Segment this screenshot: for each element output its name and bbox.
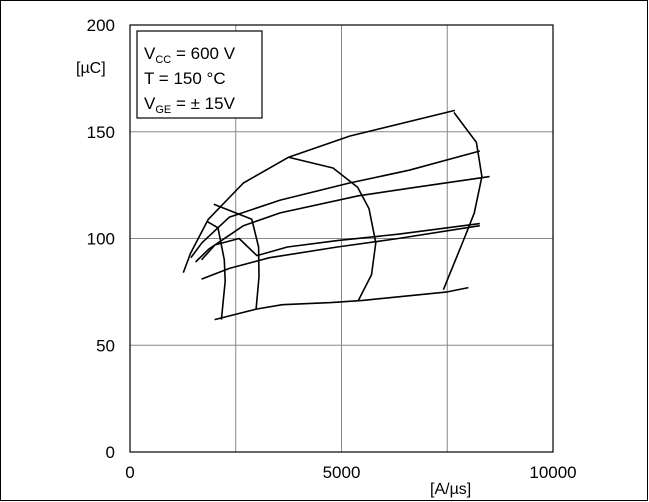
x-tick-label: 10000 <box>529 463 576 482</box>
series-line-1 <box>182 109 456 273</box>
legend-entry: VGE = ± 15V <box>144 94 236 116</box>
legend-entry: T = 150 °C <box>144 69 226 88</box>
y-tick-label: 200 <box>87 16 115 35</box>
y-tick-label: 100 <box>87 230 115 249</box>
series-line-7 <box>206 220 226 320</box>
x-tick-label: 5000 <box>323 463 361 482</box>
y-tick-label: 0 <box>106 443 115 462</box>
series-line-9 <box>288 156 377 301</box>
plot-area <box>129 24 554 453</box>
y-axis-unit: [µC] <box>76 60 106 77</box>
tick-labels: 0 50 100 150 200 0 5000 10000 <box>87 16 577 482</box>
y-tick-label: 150 <box>87 123 115 142</box>
series-line-5 <box>201 224 480 280</box>
legend: VCC = 600 V T = 150 °C VGE = ± 15V <box>136 30 263 119</box>
series-line-4 <box>200 222 480 261</box>
series-line-2 <box>190 150 481 259</box>
series-layer <box>182 109 490 321</box>
series-line-8 <box>213 203 260 310</box>
series-line-10 <box>442 112 483 291</box>
legend-box <box>136 30 263 119</box>
legend-entry: VCC = 600 V <box>144 44 236 66</box>
series-line-3 <box>195 175 490 263</box>
x-axis-unit: [A/µs] <box>430 481 471 498</box>
y-tick-label: 50 <box>96 336 115 355</box>
x-tick-label: 0 <box>125 463 134 482</box>
